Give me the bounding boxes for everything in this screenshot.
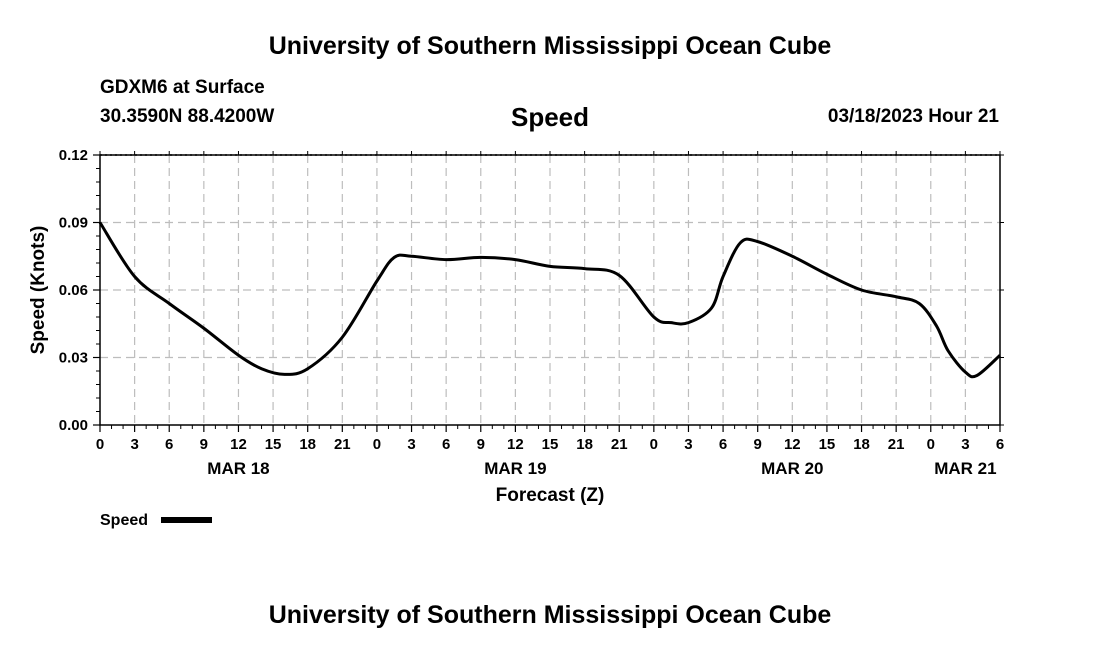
page-title: University of Southern Mississippi Ocean…: [268, 32, 832, 60]
x-tick-label: 18: [853, 436, 870, 453]
x-tick-label: 15: [819, 436, 836, 453]
legend-label: Speed: [100, 512, 148, 529]
x-tick-label: 0: [927, 436, 935, 453]
day-label: MAR 18: [207, 459, 269, 478]
forecast-datetime: 03/18/2023 Hour 21: [827, 106, 999, 127]
x-tick-label: 6: [996, 436, 1004, 453]
series-group: [98, 221, 1002, 379]
x-tick-label: 9: [754, 436, 762, 453]
x-tick-label: 21: [888, 436, 905, 453]
x-tick-label: 9: [477, 436, 485, 453]
coordinates-label: 30.3590N 88.4200W: [100, 106, 275, 127]
x-tick-label: 0: [96, 436, 104, 453]
x-tick-label: 15: [542, 436, 559, 453]
x-tick-label: 3: [684, 436, 692, 453]
x-tick-label: 21: [611, 436, 628, 453]
x-tick-label: 12: [507, 436, 524, 453]
x-tick-label: 6: [165, 436, 173, 453]
x-tick-label: 12: [230, 436, 247, 453]
axis-labels: 0 3 6 9 12 15 18 21 0 3 6 9 12 15 18 21 0 3 6 9 12 15 18 21 0 3 6M…: [59, 147, 1004, 478]
x-tick-label: 18: [576, 436, 593, 453]
plot-frame: [99, 154, 1001, 426]
x-tick-label: 6: [442, 436, 450, 453]
x-tick-label: 12: [784, 436, 801, 453]
footer-title: University of Southern Mississippi Ocean…: [268, 601, 832, 629]
series-line-speed: [98, 221, 1002, 379]
x-tick-label: 0: [373, 436, 381, 453]
y-tick-label: 0.06: [59, 282, 88, 299]
chart-title: Speed: [510, 102, 590, 132]
x-tick-label: 3: [130, 436, 138, 453]
day-label: MAR 20: [761, 459, 823, 478]
x-tick-label: 15: [265, 436, 282, 453]
x-tick-label: 0: [650, 436, 658, 453]
speed-chart: 0 3 6 9 12 15 18 21 0 3 6 9 12 15 18 21 0 3 6 9 12 15 18 21 0 3 6M…: [28, 147, 1004, 529]
x-tick-label: 18: [299, 436, 316, 453]
y-tick-label: 0.12: [59, 147, 88, 164]
x-axis-title: Forecast (Z): [496, 485, 605, 506]
x-tick-label: 3: [961, 436, 969, 453]
y-tick-label: 0.03: [59, 350, 88, 367]
y-tick-label: 0.09: [59, 215, 88, 232]
x-tick-label: 3: [407, 436, 415, 453]
x-tick-label: 6: [719, 436, 727, 453]
station-label: GDXM6 at Surface: [100, 77, 265, 98]
day-label: MAR 19: [484, 459, 546, 478]
day-label: MAR 21: [934, 459, 996, 478]
x-tick-label: 9: [200, 436, 208, 453]
x-tick-label: 21: [334, 436, 351, 453]
y-tick-label: 0.00: [59, 417, 88, 434]
y-axis-title: Speed (Knots): [28, 226, 49, 355]
